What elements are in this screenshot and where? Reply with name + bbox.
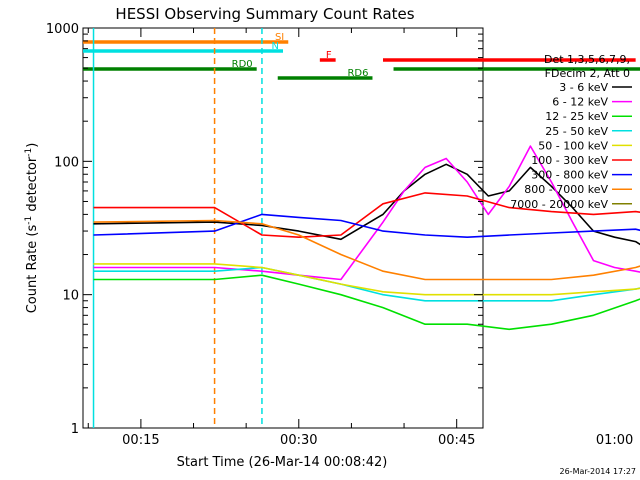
- series-line-5: [93, 192, 640, 238]
- plot-area: SIN F RD0 RD6 1 10 100 1000 00:15 00:30 00:45 01:…: [46, 22, 640, 448]
- legend-label: 7000 - 20000 keV: [510, 198, 608, 211]
- x-axis-label: Start Time (26-Mar-14 00:08:42): [177, 455, 388, 470]
- data-series: [93, 145, 640, 331]
- series-line-1: [93, 145, 640, 281]
- y-axis-label-sup1: -1: [24, 216, 34, 225]
- x-tick-label: 01:00: [596, 433, 633, 448]
- chart-title: HESSI Observing Summary Count Rates: [115, 5, 414, 23]
- y-tick-label: 10: [62, 289, 79, 304]
- legend-header-line-2: FDecim 2, Att 0: [545, 67, 630, 80]
- x-tick-label: 00:45: [438, 433, 475, 448]
- timestamp: 26-Mar-2014 17:27: [560, 467, 637, 476]
- y-axis-ticks: 1 10 100 1000: [46, 22, 483, 437]
- legend-label: 3 - 6 keV: [559, 81, 608, 94]
- legend-label: 50 - 100 keV: [538, 139, 608, 152]
- y-tick-label: 1: [71, 422, 79, 437]
- legend-label: 6 - 12 keV: [552, 96, 608, 109]
- legend-label: 25 - 50 keV: [545, 125, 608, 138]
- flag-label-n: N: [272, 41, 279, 52]
- series-line-4: [93, 263, 640, 296]
- y-axis-label-sup2: -1: [24, 148, 34, 157]
- flag-label-si: SI: [275, 32, 284, 43]
- x-tick-label: 00:30: [280, 433, 317, 448]
- legend-label: 300 - 800 keV: [531, 169, 608, 182]
- legend-header-line-1: Det 1,3,5,6,7,9,: [544, 53, 630, 66]
- observing-flags: SIN F RD0 RD6: [83, 32, 640, 80]
- y-tick-label: 1000: [46, 22, 79, 37]
- series-line-2: [93, 274, 640, 331]
- time-markers: [92, 28, 263, 428]
- plot-frame: [82, 27, 484, 429]
- y-axis-label: Count Rate (s-1 detector-1): [24, 143, 40, 314]
- x-tick-label: 00:15: [122, 433, 159, 448]
- flag-label-rd0: RD0: [232, 59, 253, 70]
- series-line-7: [93, 219, 640, 281]
- legend-label: 12 - 25 keV: [545, 110, 608, 123]
- y-tick-label: 100: [54, 155, 79, 170]
- flag-label-f: F: [326, 50, 332, 61]
- flag-label-rd6: RD6: [347, 68, 368, 79]
- legend: Det 1,3,5,6,7,9, FDecim 2, Att 0 3 - 6 k…: [510, 53, 632, 211]
- series-line-3: [93, 266, 640, 302]
- legend-label: 800 - 7000 keV: [524, 183, 608, 196]
- series-line-6: [93, 213, 640, 238]
- legend-label: 100 - 300 keV: [531, 154, 608, 167]
